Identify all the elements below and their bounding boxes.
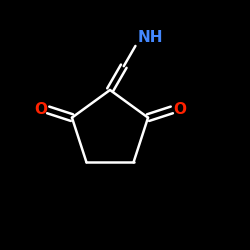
Text: O: O (173, 102, 186, 118)
Text: O: O (34, 102, 47, 118)
Text: NH: NH (138, 30, 163, 45)
